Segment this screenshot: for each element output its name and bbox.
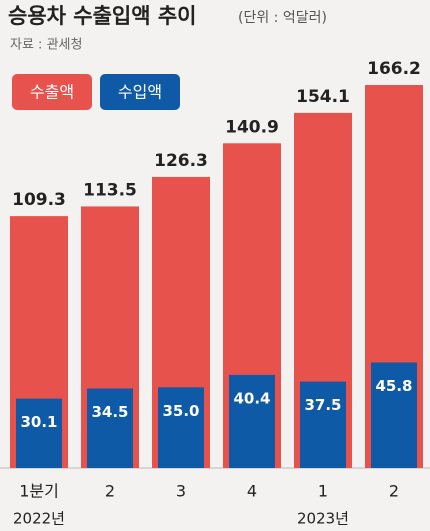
chart-title: 승용차 수출입액 추이 (8, 4, 197, 28)
value-label: 140.9 (225, 117, 279, 137)
value-label: 30.1 (20, 413, 57, 431)
x-tick-label: 1 (318, 482, 328, 501)
chart-subtitle: (단위 : 억달러) (238, 10, 327, 26)
x-tick-label: 3 (176, 482, 186, 501)
legend-swatch (100, 74, 180, 110)
value-label: 126.3 (154, 151, 208, 171)
value-label: 40.4 (233, 389, 270, 407)
value-label: 45.8 (375, 377, 412, 395)
value-label: 154.1 (296, 87, 350, 107)
x-tick-label: 1분기 (19, 482, 59, 501)
value-label: 113.5 (83, 180, 137, 200)
legend-swatch (12, 74, 92, 110)
import-bar (229, 374, 275, 468)
import-bar (371, 362, 417, 468)
legend-label: 수입액 (118, 83, 162, 102)
x-tick-label: 4 (247, 482, 257, 501)
legend-label: 수출액 (30, 83, 74, 102)
import-bar (16, 398, 62, 468)
value-label: 35.0 (162, 402, 199, 420)
import-bar (158, 387, 204, 468)
import-bar (300, 381, 346, 468)
value-label: 37.5 (304, 396, 341, 414)
source: 자료 : 관세청 (10, 38, 82, 53)
value-label: 34.5 (91, 403, 128, 421)
import-bar (87, 388, 133, 468)
x-group-label: 2022년 (13, 510, 65, 528)
value-label: 109.3 (12, 190, 66, 210)
x-group-label: 2023년 (297, 510, 349, 528)
x-tick-label: 2 (389, 482, 399, 501)
x-tick-label: 2 (105, 482, 115, 501)
value-label: 166.2 (367, 59, 421, 79)
